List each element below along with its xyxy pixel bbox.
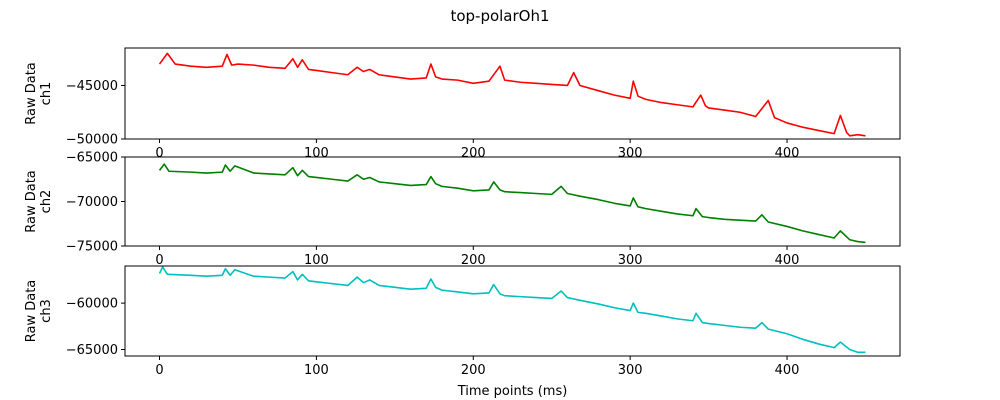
y-axis-label: Raw Datach3 xyxy=(24,280,54,343)
x-tick-label: 0 xyxy=(155,253,163,268)
y-axis-label-line: Raw Data xyxy=(24,62,39,125)
y-axis-label: Raw Datach1 xyxy=(24,62,54,125)
y-axis-label-line: ch1 xyxy=(39,82,54,106)
x-tick-label: 100 xyxy=(304,363,329,378)
x-tick-label: 300 xyxy=(618,146,643,161)
x-tick-label: 0 xyxy=(155,146,163,161)
y-axis-label-line: ch2 xyxy=(39,190,54,214)
x-tick-label: 200 xyxy=(461,146,486,161)
x-tick-label: 0 xyxy=(155,363,163,378)
x-tick-label: 400 xyxy=(775,363,800,378)
x-tick-label: 200 xyxy=(461,363,486,378)
y-axis-label: Raw Datach2 xyxy=(24,170,54,233)
x-tick-label: 100 xyxy=(304,146,329,161)
axes-frame xyxy=(124,265,901,357)
y-axis-label-line: ch3 xyxy=(39,299,54,323)
x-tick-label: 200 xyxy=(461,253,486,268)
y-tick-label: −65000 xyxy=(66,343,118,358)
x-axis-label: Time points (ms) xyxy=(457,384,568,399)
x-tick-label: 300 xyxy=(618,363,643,378)
x-tick-label: 100 xyxy=(304,253,329,268)
x-tick-label: 300 xyxy=(618,253,643,268)
y-axis-label-line: Raw Data xyxy=(24,170,39,233)
y-tick-label: −50000 xyxy=(66,133,118,148)
y-axis-label-line: Raw Data xyxy=(24,280,39,343)
x-tick-label: 400 xyxy=(775,253,800,268)
x-tick-label: 400 xyxy=(775,146,800,161)
subplot-ch3: 0 100 200 300 400 −60000 −65000 Raw Datach3 Time… xyxy=(24,265,901,399)
y-tick-label: −65000 xyxy=(66,151,118,166)
axes-frame xyxy=(124,47,901,140)
y-tick-label: −45000 xyxy=(66,79,118,94)
series-line-ch1 xyxy=(158,52,866,137)
series-line-ch2 xyxy=(158,163,866,244)
y-tick-label: −70000 xyxy=(66,195,118,210)
figure-title: top-polarOh1 xyxy=(450,7,549,25)
y-tick-label: −60000 xyxy=(66,297,118,312)
series-line-ch3 xyxy=(158,266,866,354)
y-tick-label: −75000 xyxy=(66,240,118,255)
axes-frame xyxy=(124,156,901,247)
subplot-ch1: 0 100 200 300 400 −45000 −50000 Raw Datach1 xyxy=(24,47,901,161)
subplot-ch2: 0 100 200 300 400 −65000 −70000 −75000 Raw Datac… xyxy=(24,151,901,268)
